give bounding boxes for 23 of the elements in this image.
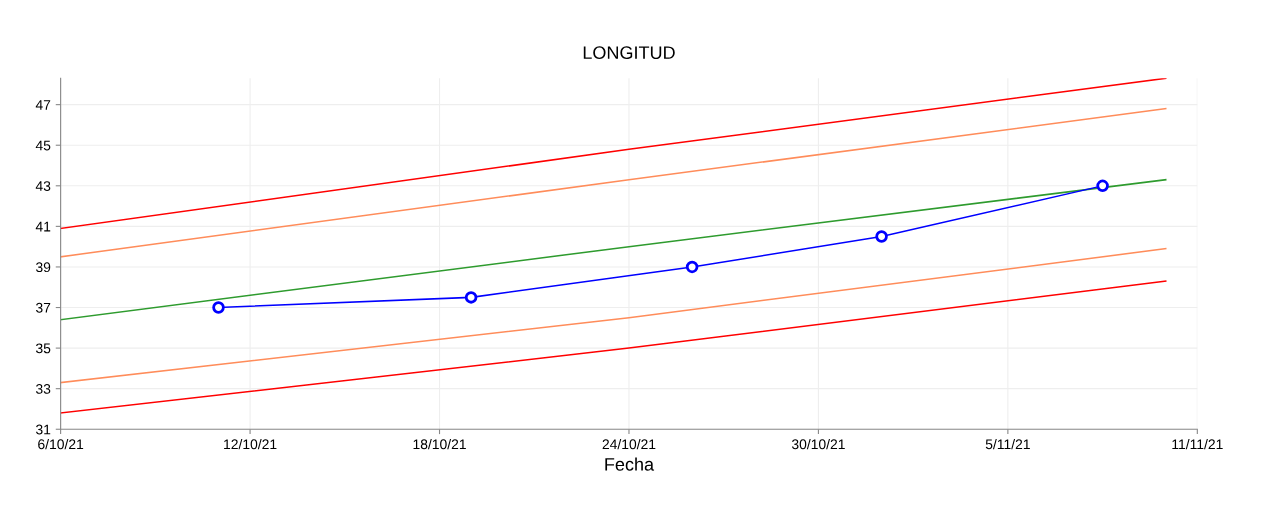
point: [1096, 179, 1109, 193]
y-tick-label: 39: [35, 262, 51, 273]
y-tick-label: 37: [35, 302, 51, 313]
chart-title: LONGITUD: [583, 46, 675, 60]
y-tick-label: 47: [35, 100, 51, 110]
x-tick-label: 24/10/21: [602, 438, 656, 450]
y-tick-label: 33: [35, 384, 51, 394]
y-tick-label: 45: [35, 140, 51, 151]
y-tick-label: 43: [35, 181, 51, 191]
point: [685, 260, 699, 274]
x-tick-label: 6/10/21: [38, 438, 84, 450]
y-tick-label: 31: [35, 424, 51, 435]
point: [875, 230, 888, 243]
x-tick-label: 5/11/21: [985, 438, 1030, 450]
x-tick-label: 18/10/21: [413, 438, 466, 450]
x-axis-title: Fecha: [605, 457, 655, 471]
y-tick-label: 41: [35, 221, 51, 232]
x-tick-label: 11/11/21: [1172, 438, 1223, 450]
x-tick-label: 30/10/21: [791, 438, 845, 450]
y-tick-label: 35: [35, 343, 51, 354]
point: [464, 291, 478, 304]
point: [212, 301, 225, 314]
x-tick-label: 12/10/21: [224, 438, 277, 450]
